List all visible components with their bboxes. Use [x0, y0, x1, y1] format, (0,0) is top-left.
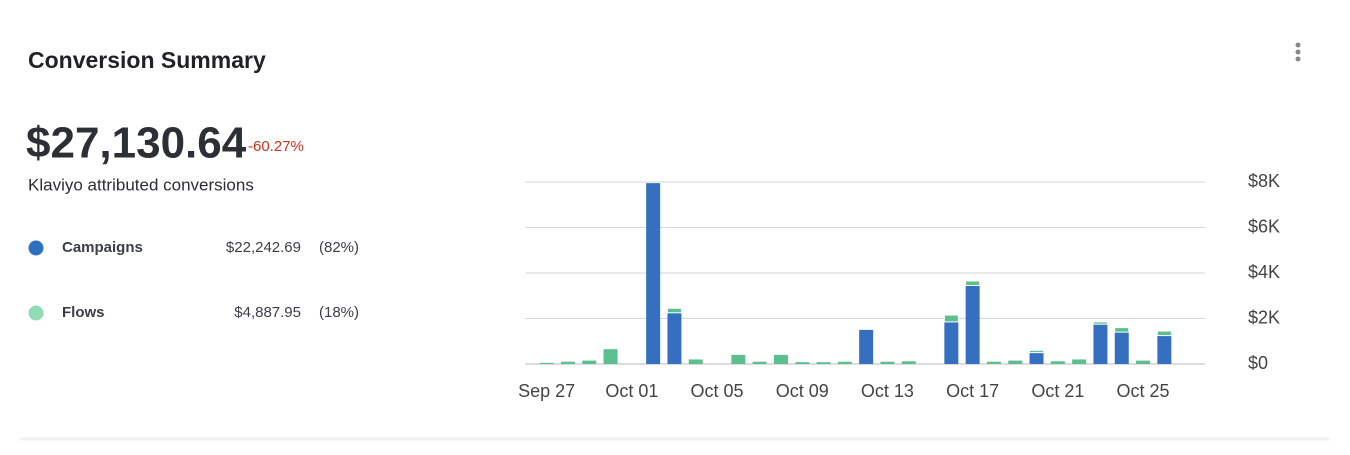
bar-segment	[1136, 360, 1151, 364]
bar-segment	[880, 361, 895, 364]
bar-segment	[1029, 352, 1044, 364]
bar-segment	[667, 312, 682, 364]
bar-segment	[943, 314, 959, 323]
bar-segment	[560, 361, 575, 364]
x-tick-label: Oct 25	[1117, 381, 1170, 401]
x-tick-label: Oct 01	[605, 381, 658, 401]
bar-segment	[582, 360, 597, 364]
bar-segment	[539, 362, 554, 364]
bar-segment	[965, 280, 981, 287]
y-tick-label: $0	[1248, 353, 1268, 373]
legend: Campaigns $22,242.69 (82%) Flows $4,887.95 (1…	[28, 239, 359, 321]
bar-segment	[859, 329, 874, 364]
bar-segment	[1093, 324, 1108, 364]
bar-segment	[688, 359, 703, 364]
legend-name: Campaigns	[62, 239, 143, 256]
bar-segment	[773, 354, 788, 364]
bar-segment	[1156, 330, 1172, 337]
bar-segment	[1092, 321, 1108, 325]
bar-segment	[1029, 349, 1045, 354]
plot: $0 $2K $4K $6K $8K Sep 27 Oct 01 Oct 05 Oct 09 Oc…	[518, 171, 1280, 401]
bar-segment	[646, 183, 661, 364]
x-tick-label: Oct 17	[946, 381, 999, 401]
y-tick-label: $6K	[1248, 216, 1280, 236]
bar-segment	[1114, 332, 1129, 364]
x-tick-label: Oct 05	[691, 381, 744, 401]
y-tick-label: $2K	[1248, 307, 1280, 327]
bar-segment	[986, 361, 1001, 364]
legend-dot	[28, 305, 44, 321]
legend-amount: $4,887.95	[234, 304, 301, 321]
bar-segment	[731, 354, 746, 364]
legend-dot	[28, 240, 44, 256]
bar-segment	[1157, 335, 1172, 364]
legend-share: (18%)	[319, 304, 359, 321]
total: $27,130.64	[26, 119, 247, 168]
bar-segment	[837, 361, 852, 364]
card-bg	[0, 0, 1350, 438]
title: Conversion Summary	[28, 47, 266, 73]
change: -60.27%	[248, 138, 304, 155]
legend-name: Flows	[62, 304, 105, 321]
bar-segment	[1114, 327, 1130, 333]
bar-segment	[901, 361, 916, 364]
bar-segment	[944, 321, 959, 364]
bar-segment	[666, 307, 682, 314]
caption: Klaviyo attributed conversions	[28, 175, 254, 194]
legend-share: (82%)	[319, 239, 359, 256]
bar-segment	[752, 361, 767, 364]
legend-amount: $22,242.69	[226, 239, 301, 256]
x-tick-label: Oct 13	[861, 381, 914, 401]
x-tick-label: Oct 09	[776, 381, 829, 401]
x-tick-label: Oct 21	[1031, 381, 1084, 401]
y-tick-label: $8K	[1248, 171, 1280, 191]
bar-segment	[795, 362, 810, 364]
bar-segment	[1050, 361, 1065, 364]
bar-segment	[603, 349, 618, 364]
bar-segment	[1008, 360, 1023, 364]
bar-segment	[1072, 359, 1087, 364]
bar-segment	[965, 285, 980, 364]
y-tick-label: $4K	[1248, 262, 1280, 282]
menu-button[interactable]	[1295, 42, 1301, 62]
x-tick-label: Sep 27	[518, 381, 575, 401]
bar-segment	[816, 362, 831, 364]
